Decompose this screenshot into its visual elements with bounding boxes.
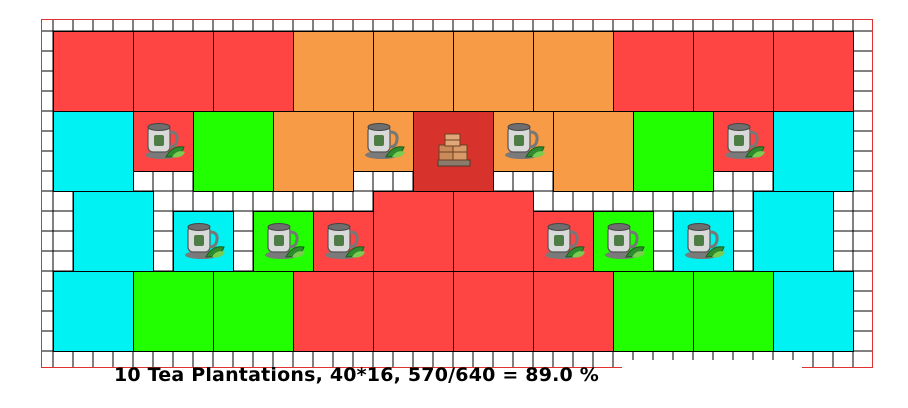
tea-plantation-icon	[142, 119, 186, 165]
storehouse-crates-icon	[434, 130, 474, 174]
tile-orange[interactable]	[453, 31, 534, 112]
tile-red[interactable]	[133, 31, 214, 112]
game-board	[41, 19, 873, 368]
efficiency-caption: 10 Tea Plantations, 40*16, 570/640 = 89.…	[114, 364, 600, 386]
tea-plantation-tile[interactable]	[353, 111, 414, 172]
tile-orange[interactable]	[533, 31, 614, 112]
tile-red[interactable]	[453, 271, 534, 352]
tea-plantation-tile[interactable]	[593, 211, 654, 272]
tile-red[interactable]	[613, 31, 694, 112]
tea-plantation-icon	[322, 219, 366, 265]
tile-green[interactable]	[193, 111, 274, 192]
tile-cyan[interactable]	[53, 111, 134, 192]
tea-plantation-tile[interactable]	[133, 111, 194, 172]
tile-red[interactable]	[533, 271, 614, 352]
tea-plantation-icon	[602, 219, 646, 265]
tea-plantation-tile[interactable]	[673, 211, 734, 272]
tile-green[interactable]	[213, 271, 294, 352]
tea-plantation-icon	[722, 119, 766, 165]
tile-red[interactable]	[773, 31, 854, 112]
tea-plantation-tile[interactable]	[313, 211, 374, 272]
tile-orange[interactable]	[373, 31, 454, 112]
tile-red[interactable]	[693, 31, 774, 112]
tile-orange[interactable]	[273, 111, 354, 192]
tile-red[interactable]	[53, 31, 134, 112]
tile-red[interactable]	[293, 271, 374, 352]
tea-plantation-icon	[502, 119, 546, 165]
tea-plantation-icon	[362, 119, 406, 165]
tile-orange[interactable]	[293, 31, 374, 112]
tile-orange[interactable]	[553, 111, 634, 192]
tea-plantation-icon	[262, 219, 306, 265]
tea-plantation-tile[interactable]	[173, 211, 234, 272]
tile-green[interactable]	[633, 111, 714, 192]
tile-cyan[interactable]	[773, 111, 854, 192]
tile-red[interactable]	[373, 271, 454, 352]
tile-cyan[interactable]	[753, 191, 834, 272]
storehouse-tile[interactable]	[413, 111, 494, 192]
tile-cyan[interactable]	[773, 271, 854, 352]
tile-green[interactable]	[693, 271, 774, 352]
tea-plantation-tile[interactable]	[533, 211, 594, 272]
tea-plantation-icon	[542, 219, 586, 265]
tile-green[interactable]	[613, 271, 694, 352]
tea-plantation-tile[interactable]	[493, 111, 554, 172]
tea-plantation-tile[interactable]	[713, 111, 774, 172]
tile-cyan[interactable]	[73, 191, 154, 272]
tile-cyan[interactable]	[53, 271, 134, 352]
border-gap	[622, 360, 802, 372]
tile-green[interactable]	[133, 271, 214, 352]
board-border	[41, 19, 873, 368]
tile-red[interactable]	[373, 191, 454, 272]
tile-red[interactable]	[453, 191, 534, 272]
tile-red[interactable]	[213, 31, 294, 112]
tea-plantation-tile[interactable]	[253, 211, 314, 272]
tea-plantation-icon	[182, 219, 226, 265]
tea-plantation-icon	[682, 219, 726, 265]
